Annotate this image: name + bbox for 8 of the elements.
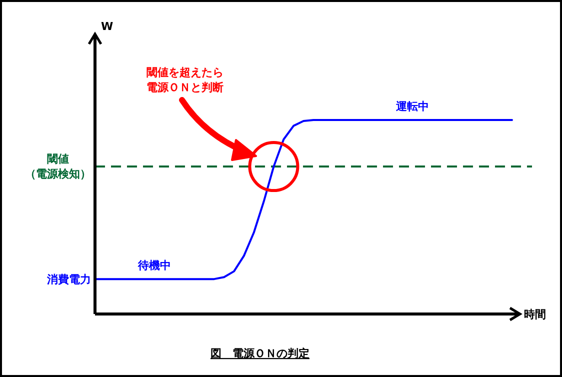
text: 消費電力 bbox=[46, 273, 91, 286]
x-axis-title: 時間 bbox=[524, 308, 546, 321]
annotation: 待機中 bbox=[137, 259, 172, 272]
ref-line-label: 閾値（電源検知） bbox=[25, 152, 91, 181]
text: W bbox=[101, 20, 114, 33]
text: 図 電源ＯＮの判定 bbox=[210, 347, 310, 360]
text: 運転中 bbox=[395, 100, 430, 113]
text: 閾値を超えたら電源ＯＮと判断 bbox=[146, 66, 224, 94]
